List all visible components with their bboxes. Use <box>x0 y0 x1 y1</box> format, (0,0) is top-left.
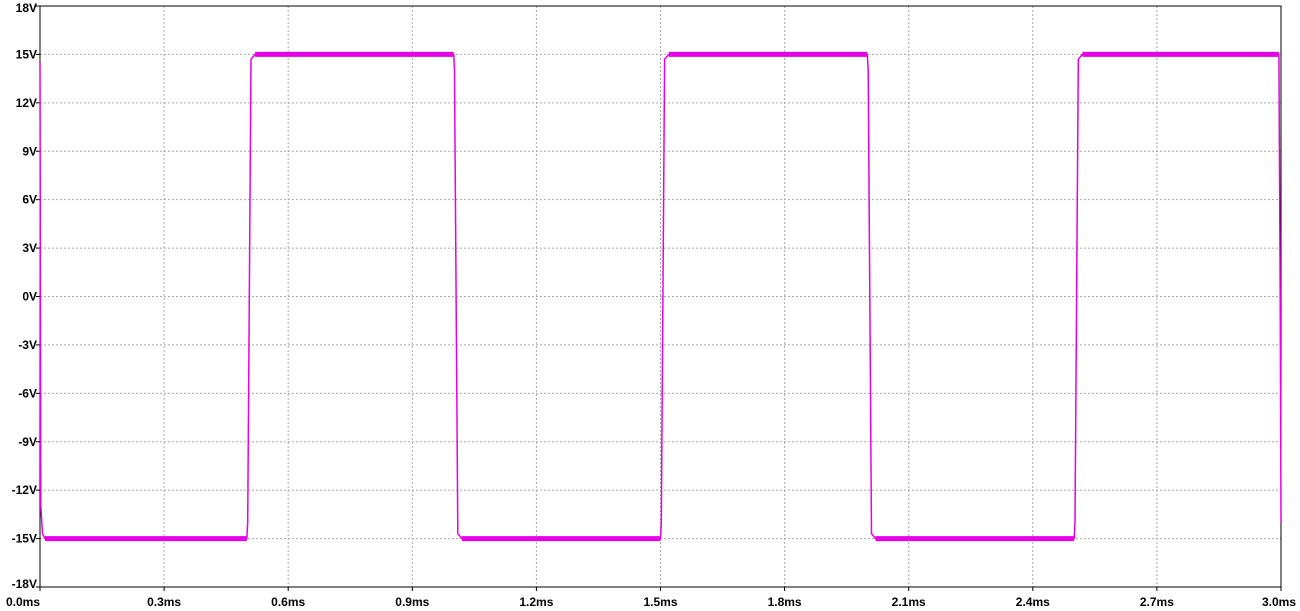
y-tick-label: -9V <box>18 435 37 449</box>
x-tick-label: 2.4ms <box>1016 595 1050 609</box>
x-tick-label: 1.8ms <box>768 595 802 609</box>
x-tick-label: 2.1ms <box>892 595 926 609</box>
x-tick-label: 1.2ms <box>519 595 553 609</box>
y-tick-label: -18V <box>12 577 37 591</box>
y-axis-labels: 18V 15V 12V 9V 6V 3V 0V -3V -6V -9V -12V -15V -18V <box>12 1 37 591</box>
y-tick-label: 3V <box>22 241 37 255</box>
x-tick-label: 3.0ms <box>1262 595 1296 609</box>
y-tick-label: 6V <box>22 193 37 207</box>
x-tick-label: 0.3ms <box>147 595 181 609</box>
x-axis-labels: 0.0ms 0.3ms 0.6ms 0.9ms 1.2ms 1.5ms 1.8ms 2.1ms… <box>6 595 1296 609</box>
series-line <box>39 53 1282 540</box>
y-tick-label: 18V <box>16 1 37 15</box>
y-tick-label: 0V <box>22 290 37 304</box>
y-tick-label: -15V <box>12 532 37 546</box>
x-tick-label: 1.5ms <box>643 595 677 609</box>
y-tick-label: -3V <box>18 338 37 352</box>
y-tick-label: -6V <box>18 386 37 400</box>
y-tick-label: 12V <box>16 96 37 110</box>
series-group <box>39 51 1282 542</box>
y-tick-label: -12V <box>12 483 37 497</box>
x-tick-label: 0.9ms <box>395 595 429 609</box>
grid <box>36 5 1282 591</box>
x-tick-label: 0.6ms <box>271 595 305 609</box>
y-tick-label: 15V <box>16 47 37 61</box>
x-tick-label: 0.0ms <box>6 595 40 609</box>
y-tick-label: 9V <box>22 144 37 158</box>
x-tick-label: 2.7ms <box>1140 595 1174 609</box>
